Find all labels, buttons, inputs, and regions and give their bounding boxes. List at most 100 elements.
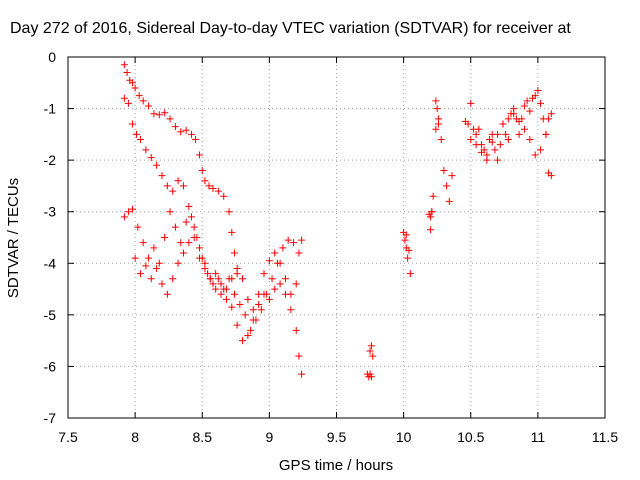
data-point [196,254,204,262]
data-point [499,120,507,128]
data-point [367,342,375,350]
data-point [147,154,155,162]
data-point [531,92,539,100]
x-tick-label: 11 [531,429,546,445]
data-point [520,125,528,133]
data-point [494,156,502,164]
data-point [366,347,374,355]
data-point [124,99,132,107]
data-point [161,109,169,117]
data-point [244,295,252,303]
data-point [531,151,539,159]
data-point [188,213,196,221]
data-point [268,275,276,283]
data-point [488,138,496,146]
data-point [236,301,244,309]
data-point [477,148,485,156]
data-point [150,110,158,118]
data-point [252,316,260,324]
data-point [233,321,241,329]
data-point [295,249,303,257]
data-point [185,239,193,247]
series-track-b [120,94,306,378]
data-point [287,290,295,298]
data-point [174,177,182,185]
data-point [230,290,238,298]
data-point [547,110,555,118]
data-point [145,102,153,110]
data-point [295,352,303,360]
data-point [298,236,306,244]
data-point [491,146,499,154]
data-point [279,244,287,252]
x-tick-label: 7.5 [58,429,78,445]
y-tick-label: -6 [44,358,57,374]
data-point [190,234,198,241]
data-point [228,303,236,311]
data-point [225,208,233,216]
x-tick-label: 11.5 [592,429,618,445]
data-point [123,68,131,76]
data-point [185,203,193,211]
data-point [523,97,531,105]
data-point [239,337,247,345]
data-point [217,290,225,298]
y-tick-label: -4 [44,255,57,271]
data-point [464,120,472,128]
data-point [212,285,220,293]
data-point [534,87,542,95]
data-point [271,249,279,257]
data-point [367,373,375,381]
data-point [406,270,414,278]
data-point [179,182,187,190]
series-track-d [131,234,300,314]
data-point [260,270,268,278]
data-point [467,136,475,144]
data-point [402,231,410,239]
data-point [131,84,139,92]
data-point [128,120,136,128]
data-point [209,185,217,193]
data-point [196,244,204,252]
data-point [128,205,136,213]
x-tick-label: 10 [396,429,412,445]
data-point [161,234,169,241]
series-cluster-10-2 [425,97,456,234]
data-point [220,192,228,200]
data-point [276,280,284,288]
data-point [230,249,238,257]
data-point [426,213,434,221]
data-point [209,280,217,288]
data-point [472,141,480,149]
data-point [542,130,550,138]
data-point [169,187,177,195]
data-point [271,285,279,293]
data-point [298,370,306,378]
y-tick-label: -5 [44,307,57,323]
data-point [158,280,166,288]
data-point [369,352,377,360]
data-point [483,151,491,159]
x-tick-label: 8.5 [193,429,213,445]
data-point [445,197,453,205]
data-point [174,259,182,267]
data-point [265,295,273,303]
data-point [244,331,252,339]
y-tick-label: -3 [44,204,57,220]
data-point [135,92,143,100]
data-point [150,244,158,252]
data-point [192,136,200,144]
data-point [233,264,241,272]
data-point [179,249,187,257]
data-point [510,110,518,118]
data-point [504,115,512,123]
data-point [472,130,480,138]
data-point [255,301,263,309]
data-point [166,208,174,216]
data-point [526,136,534,144]
data-point [401,236,409,244]
grid [68,57,605,418]
data-point [426,226,434,234]
data-point [171,123,179,131]
data-point [504,136,512,144]
